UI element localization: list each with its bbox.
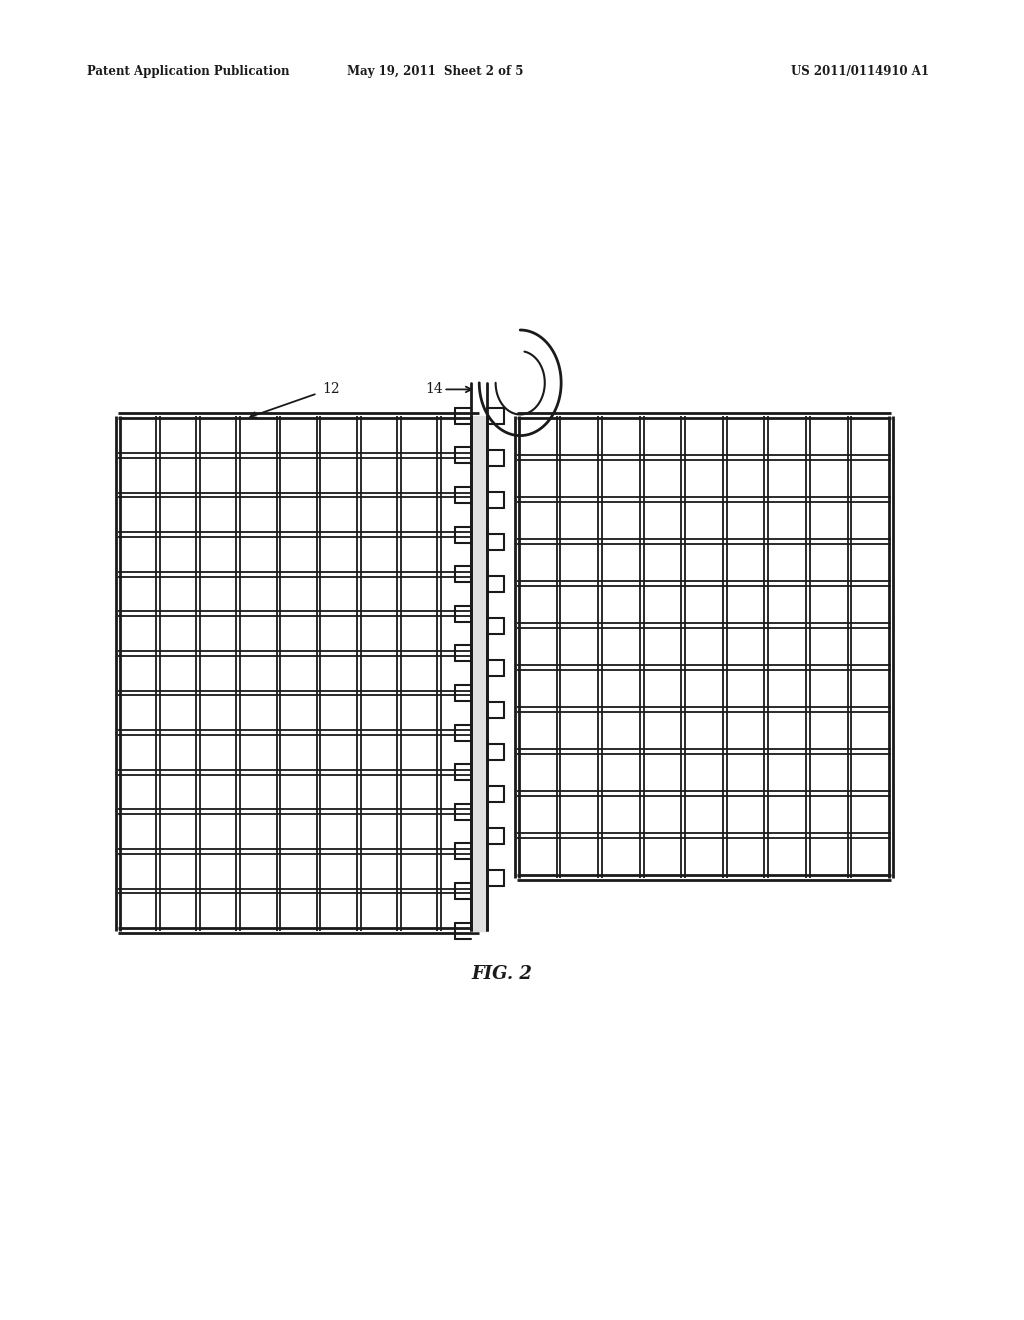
Text: FIG. 2: FIG. 2 bbox=[471, 965, 532, 983]
Text: US 2011/0114910 A1: US 2011/0114910 A1 bbox=[792, 65, 929, 78]
Text: 14: 14 bbox=[425, 383, 442, 396]
Text: Patent Application Publication: Patent Application Publication bbox=[87, 65, 290, 78]
Text: May 19, 2011  Sheet 2 of 5: May 19, 2011 Sheet 2 of 5 bbox=[347, 65, 523, 78]
Text: 12: 12 bbox=[323, 383, 340, 396]
